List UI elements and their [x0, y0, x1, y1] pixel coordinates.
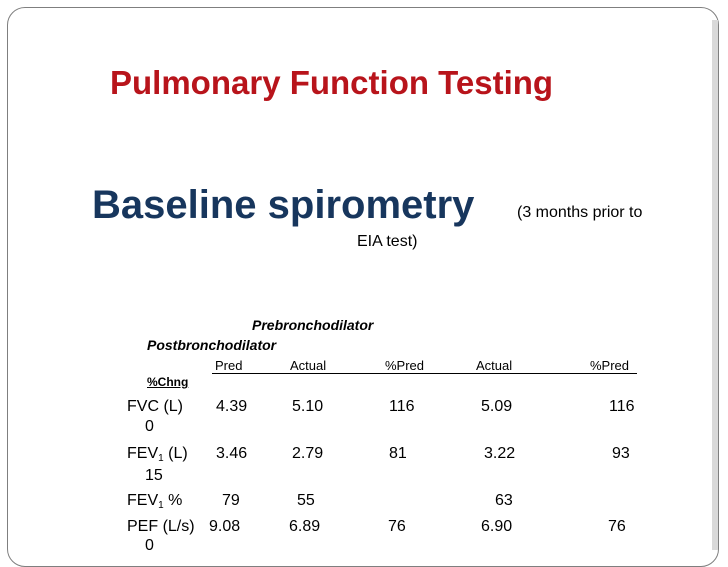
- table-cell-change: 0: [145, 537, 154, 554]
- table-cell: 9.08: [209, 518, 241, 535]
- subtitle-note-line1: (3 months prior to: [517, 204, 643, 221]
- table-cell: 63: [495, 492, 513, 509]
- table-cell: 116: [609, 398, 635, 415]
- table-cell: 3.46: [216, 445, 248, 462]
- table-cell-change: 15: [145, 467, 163, 484]
- row-label-fev1-pct: FEV1 %: [127, 492, 183, 511]
- table-cell: 5.09: [481, 398, 513, 415]
- slide-shadow: [712, 20, 718, 550]
- table-cell-change: 0: [145, 418, 154, 435]
- col-header-actual: Actual: [290, 358, 327, 373]
- table-cell: 6.89: [289, 518, 321, 535]
- col-header-pred: Pred: [215, 358, 243, 373]
- row-label-fvc: FVC (L): [127, 398, 183, 415]
- row-label-fev1-l: FEV1 (L): [127, 445, 188, 464]
- table-cell: 116: [389, 398, 415, 415]
- table-cell: 6.90: [481, 518, 513, 535]
- table-cell: 4.39: [216, 398, 248, 415]
- table-cell: 81: [389, 445, 407, 462]
- row-label-pef: PEF (L/s): [127, 518, 195, 535]
- col-header-post-pct-pred: %Pred: [590, 358, 630, 373]
- col-header-pct-pred: %Pred: [385, 358, 425, 373]
- slide-title: Pulmonary Function Testing: [110, 64, 554, 101]
- table-cell: 3.22: [484, 445, 516, 462]
- table-cell: 76: [388, 518, 406, 535]
- col-header-pct-change: %Chng: [147, 375, 189, 389]
- table-cell: 2.79: [292, 445, 324, 462]
- prebronchodilator-header: Prebronchodilator: [252, 317, 374, 333]
- table-cell: 93: [612, 445, 630, 462]
- table-cell: 76: [608, 518, 626, 535]
- slide-subtitle: Baseline spirometry: [92, 183, 475, 227]
- table-cell: 5.10: [292, 398, 324, 415]
- header-underline: [212, 373, 637, 374]
- table-cell: 79: [222, 492, 240, 509]
- table-cell: 55: [297, 492, 315, 509]
- col-header-post-actual: Actual: [476, 358, 513, 373]
- postbronchodilator-header: Postbronchodilator: [147, 337, 277, 353]
- subtitle-note-line2: EIA test): [357, 233, 418, 250]
